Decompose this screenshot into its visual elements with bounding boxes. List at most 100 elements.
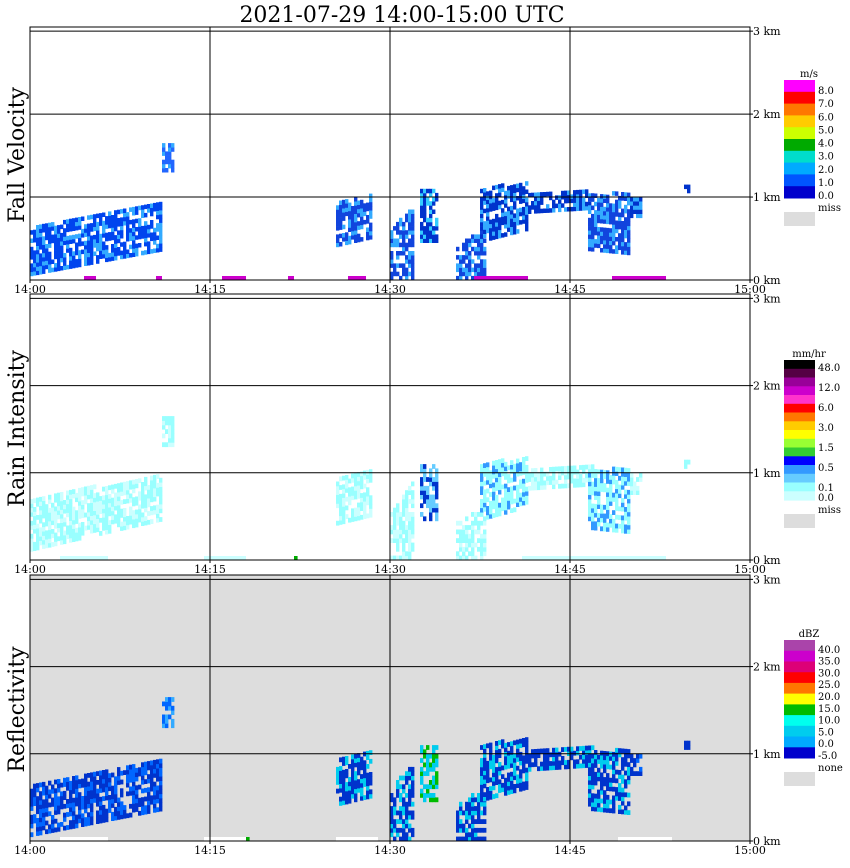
- echo-cell: [363, 475, 367, 480]
- echo-cell: [75, 234, 79, 239]
- echo-cell: [135, 496, 139, 502]
- echo-cell: [597, 776, 601, 782]
- echo-cell: [345, 203, 349, 208]
- echo-cell: [627, 221, 631, 227]
- echo-cell: [153, 768, 157, 774]
- echo-cell: [105, 253, 109, 258]
- echo-cell: [429, 213, 433, 219]
- echo-cell: [114, 235, 118, 240]
- echo-cell: [606, 203, 610, 208]
- echo-cell: [525, 780, 529, 786]
- echo-cell: [129, 790, 133, 796]
- echo-cell: [99, 805, 103, 811]
- echo-cell: [129, 803, 133, 809]
- echo-cell: [603, 794, 607, 800]
- echo-cell: [336, 494, 340, 500]
- echo-cell: [504, 760, 508, 766]
- echo-cell: [348, 487, 352, 493]
- echo-cell: [51, 238, 55, 244]
- echo-cell: [405, 801, 409, 807]
- echo-cell: [591, 197, 595, 202]
- echo-cell: [468, 797, 472, 803]
- echo-cell: [72, 537, 76, 542]
- echo-cell: [120, 810, 124, 815]
- echo-cell: [627, 770, 631, 776]
- echo-cell: [93, 523, 97, 529]
- echo-cell: [420, 490, 424, 495]
- echo-cell: [411, 793, 415, 798]
- echo-cell: [591, 758, 595, 764]
- echo-cell: [558, 764, 562, 770]
- echo-cell: [165, 429, 169, 434]
- echo-cell: [573, 190, 577, 195]
- echo-cell: [63, 530, 67, 536]
- echo-cell: [513, 472, 517, 478]
- echo-cell: [114, 226, 118, 232]
- echo-cell: [60, 791, 64, 797]
- echo-cell: [612, 751, 616, 757]
- echo-cell: [396, 251, 400, 256]
- echo-cell: [597, 807, 601, 812]
- echo-cell: [597, 227, 601, 232]
- colorbar-swatch: [784, 377, 815, 387]
- echo-cell: [168, 163, 172, 169]
- echo-cell: [396, 503, 400, 509]
- echo-cell: [126, 489, 130, 495]
- echo-cell: [582, 197, 586, 203]
- echo-cell: [348, 223, 352, 228]
- echo-cell: [135, 798, 139, 804]
- echo-cell: [555, 195, 559, 200]
- echo-cell: [486, 220, 490, 225]
- echo-cell: [531, 468, 535, 473]
- echo-cell: [396, 827, 400, 833]
- echo-cell: [369, 789, 373, 795]
- echo-cell: [495, 201, 499, 206]
- echo-cell: [336, 780, 340, 785]
- echo-cell: [639, 753, 643, 759]
- echo-cell: [534, 476, 538, 482]
- echo-cell: [432, 209, 436, 214]
- echo-cell: [471, 538, 475, 543]
- echo-cell: [78, 500, 82, 506]
- echo-cell: [513, 213, 517, 218]
- echo-cell: [624, 472, 628, 477]
- echo-cell: [483, 200, 487, 205]
- echo-cell: [513, 485, 517, 491]
- echo-cell: [498, 783, 502, 789]
- echo-cell: [165, 705, 169, 711]
- echo-cell: [342, 488, 346, 494]
- echo-cell: [69, 529, 73, 534]
- echo-cell: [57, 266, 61, 272]
- echo-cell: [468, 259, 472, 264]
- echo-cell: [150, 769, 154, 774]
- echo-cell: [402, 836, 406, 842]
- echo-cell: [39, 791, 43, 796]
- echo-cell: [498, 225, 502, 231]
- echo-cell: [165, 420, 169, 426]
- echo-cell: [420, 221, 424, 227]
- echo-cell: [426, 503, 430, 509]
- echo-cell: [363, 207, 367, 212]
- echo-cell: [420, 201, 424, 206]
- echo-cell: [126, 791, 130, 797]
- echo-cell: [456, 529, 460, 535]
- echo-cell: [483, 192, 487, 197]
- echo-cell: [87, 248, 91, 253]
- echo-cell: [471, 814, 475, 820]
- echo-cell: [435, 226, 439, 231]
- echo-cell: [594, 754, 598, 760]
- echo-cell: [150, 484, 154, 490]
- echo-cell: [48, 251, 52, 257]
- echo-cell: [399, 512, 403, 517]
- echo-cell: [519, 220, 523, 225]
- echo-cell: [60, 505, 64, 510]
- echo-cell: [93, 493, 97, 498]
- echo-cell: [489, 790, 493, 796]
- echo-cell: [120, 788, 124, 794]
- echo-cell: [483, 480, 487, 486]
- echo-cell: [519, 211, 523, 217]
- echo-cell: [348, 794, 352, 800]
- echo-cell: [402, 226, 406, 231]
- echo-cell: [591, 503, 595, 509]
- echo-cell: [498, 766, 502, 772]
